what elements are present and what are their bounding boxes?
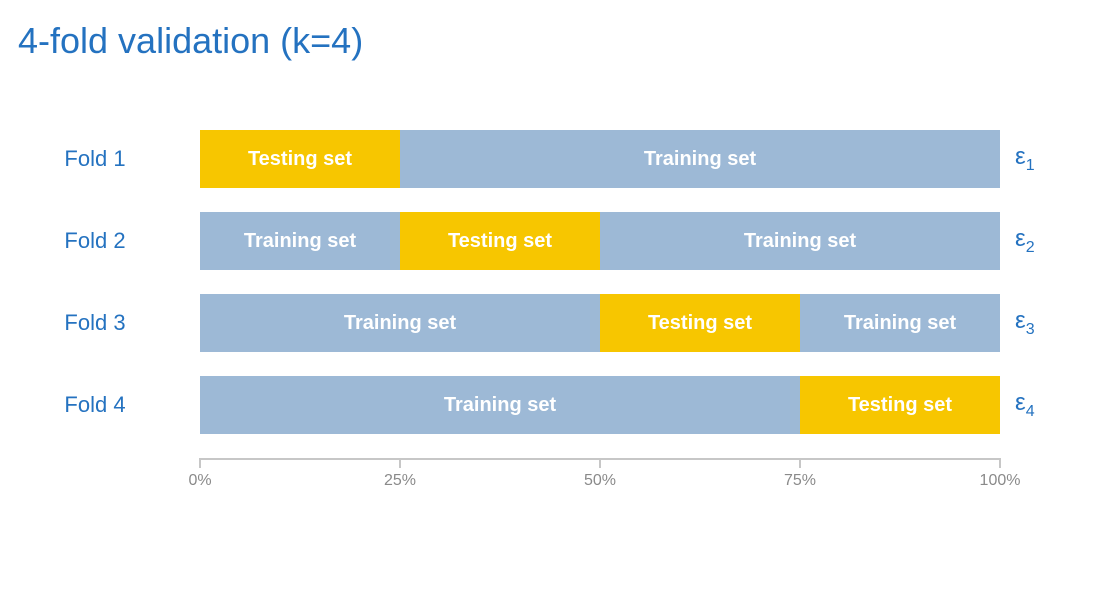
training-segment: Training set (400, 130, 1000, 188)
fold-bar: Training setTesting setTraining set (200, 212, 1000, 270)
axis-tick-label: 50% (584, 472, 616, 490)
fold-row: Fold 1Testing setTraining setε1 (0, 130, 1100, 188)
fold-row: Fold 3Training setTesting setTraining se… (0, 294, 1100, 352)
fold-label: Fold 3 (0, 310, 200, 336)
axis-tick-label: 25% (384, 472, 416, 490)
epsilon-label: ε3 (1000, 307, 1080, 339)
training-segment: Training set (200, 376, 800, 434)
testing-segment: Testing set (400, 212, 600, 270)
training-segment: Training set (200, 294, 600, 352)
axis-tick (399, 458, 401, 468)
fold-row: Fold 2Training setTesting setTraining se… (0, 212, 1100, 270)
diagram-title: 4-fold validation (k=4) (18, 20, 363, 62)
fold-bar: Training setTesting setTraining set (200, 294, 1000, 352)
testing-segment: Testing set (800, 376, 1000, 434)
fold-label: Fold 4 (0, 392, 200, 418)
testing-segment: Testing set (200, 130, 400, 188)
epsilon-label: ε2 (1000, 225, 1080, 257)
axis-tick (799, 458, 801, 468)
fold-bar: Training setTesting set (200, 376, 1000, 434)
axis-tick-label: 75% (784, 472, 816, 490)
axis-tick (599, 458, 601, 468)
testing-segment: Testing set (600, 294, 800, 352)
kfold-diagram: Fold 1Testing setTraining setε1Fold 2Tra… (0, 130, 1100, 498)
axis-row: 0% 25% 50% 75% 100% (0, 458, 1100, 498)
training-segment: Training set (200, 212, 400, 270)
epsilon-label: ε1 (1000, 143, 1080, 175)
fold-bar: Testing setTraining set (200, 130, 1000, 188)
fold-label: Fold 2 (0, 228, 200, 254)
x-axis: 0%25%50%75%100% (200, 458, 1000, 498)
training-segment: Training set (800, 294, 1000, 352)
fold-row: Fold 4Training setTesting setε4 (0, 376, 1100, 434)
axis-tick-label: 0% (188, 472, 211, 490)
axis-tick (199, 458, 201, 468)
axis-tick (999, 458, 1001, 468)
training-segment: Training set (600, 212, 1000, 270)
fold-label: Fold 1 (0, 146, 200, 172)
epsilon-label: ε4 (1000, 389, 1080, 421)
axis-tick-label: 100% (980, 472, 1021, 490)
